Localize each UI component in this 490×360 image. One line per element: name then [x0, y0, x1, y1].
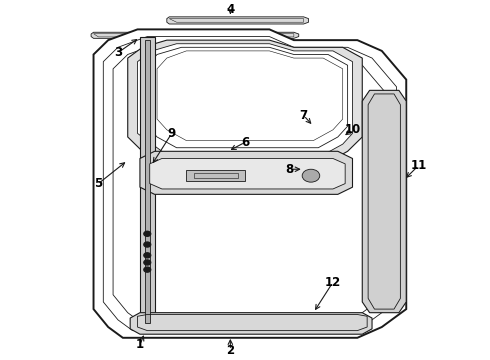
Circle shape	[144, 231, 151, 236]
Text: 6: 6	[241, 136, 249, 149]
Text: 1: 1	[136, 338, 144, 351]
Text: 2: 2	[226, 344, 234, 357]
Polygon shape	[362, 90, 406, 313]
Circle shape	[144, 242, 151, 247]
Circle shape	[144, 253, 151, 258]
Polygon shape	[145, 40, 150, 323]
Text: 4: 4	[226, 3, 235, 16]
Polygon shape	[94, 30, 406, 338]
Text: 3: 3	[114, 46, 122, 59]
Polygon shape	[150, 158, 345, 189]
Polygon shape	[167, 17, 309, 24]
Polygon shape	[128, 40, 362, 162]
Polygon shape	[140, 151, 352, 194]
Text: 8: 8	[285, 163, 293, 176]
Polygon shape	[138, 44, 352, 155]
Circle shape	[302, 169, 320, 182]
Circle shape	[144, 260, 151, 265]
Text: 11: 11	[410, 159, 427, 172]
Polygon shape	[130, 313, 372, 334]
Polygon shape	[91, 32, 299, 39]
Text: 12: 12	[325, 276, 341, 289]
Text: 10: 10	[344, 123, 361, 136]
Polygon shape	[140, 37, 155, 327]
Text: 5: 5	[94, 177, 102, 190]
Polygon shape	[186, 170, 245, 181]
Text: 7: 7	[299, 109, 308, 122]
Text: 9: 9	[168, 127, 176, 140]
Circle shape	[144, 267, 151, 272]
